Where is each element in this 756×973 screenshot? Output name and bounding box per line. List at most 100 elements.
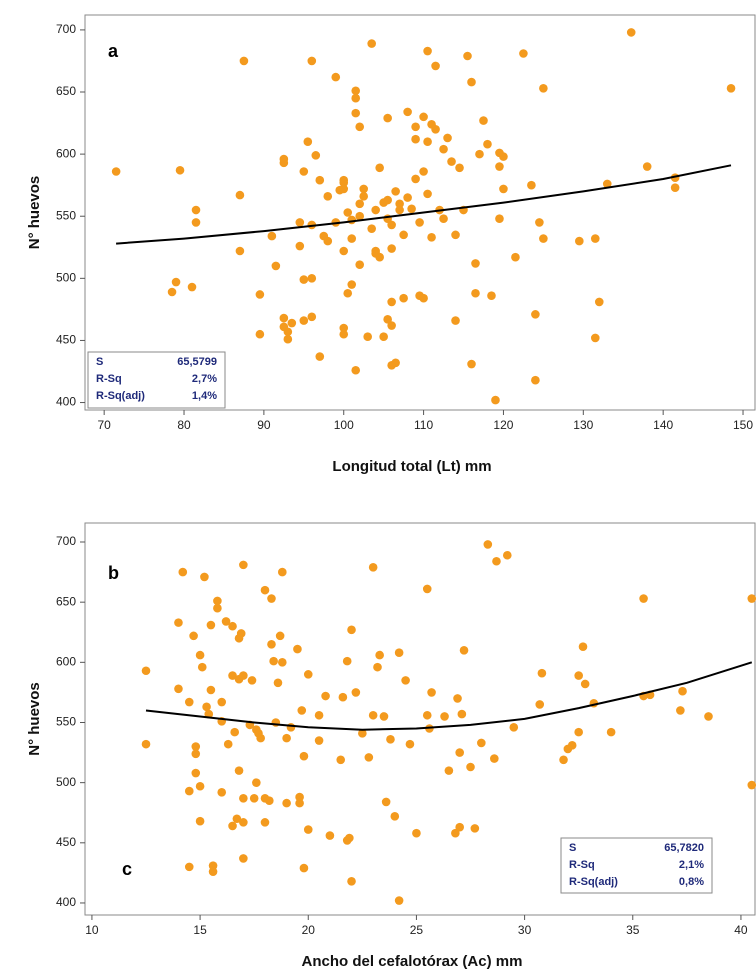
point — [451, 316, 460, 325]
y-axis-title: N° huevos — [26, 682, 43, 756]
point — [574, 671, 583, 680]
stats-value: 65,5799 — [177, 356, 217, 368]
point — [407, 204, 416, 214]
point — [236, 629, 246, 638]
x-tick-label: 80 — [177, 418, 191, 432]
point — [184, 786, 194, 796]
x-tick-label: 35 — [626, 923, 640, 937]
point — [269, 656, 278, 666]
y-tick-label: 500 — [56, 775, 76, 789]
point — [451, 230, 460, 240]
point — [531, 310, 540, 319]
point — [184, 697, 194, 707]
point — [399, 293, 408, 303]
point — [351, 688, 361, 697]
point — [171, 277, 181, 287]
point — [394, 648, 404, 658]
point — [383, 195, 392, 205]
point — [295, 792, 304, 802]
point — [364, 753, 374, 762]
point — [321, 691, 330, 701]
point — [439, 214, 448, 224]
point — [315, 175, 325, 185]
point — [339, 178, 349, 187]
stats-label: S — [96, 356, 103, 368]
point — [578, 642, 588, 651]
point — [405, 739, 415, 749]
point — [174, 618, 183, 627]
fit-line — [116, 164, 732, 245]
point — [249, 793, 259, 803]
point — [355, 199, 365, 209]
point — [475, 149, 484, 159]
point — [477, 738, 486, 748]
point — [217, 787, 227, 797]
stats-label: R-Sq — [569, 859, 595, 871]
point — [368, 710, 378, 720]
point — [260, 818, 270, 827]
point — [747, 594, 756, 603]
point — [395, 199, 404, 209]
point — [347, 877, 356, 886]
point — [411, 174, 420, 184]
point — [747, 780, 756, 790]
point — [391, 358, 400, 368]
point — [394, 896, 404, 905]
point — [606, 727, 616, 737]
stats-label: R-Sq — [96, 373, 122, 385]
point — [239, 671, 248, 680]
point — [299, 863, 309, 873]
point — [670, 183, 680, 192]
point — [167, 287, 177, 297]
panel-label: a — [108, 41, 119, 61]
point — [255, 290, 265, 299]
point — [359, 192, 369, 201]
point — [299, 275, 309, 284]
point — [336, 755, 346, 765]
point — [255, 329, 265, 339]
point — [375, 163, 384, 173]
panel-label: b — [108, 563, 119, 583]
point — [387, 244, 396, 253]
point — [297, 706, 307, 715]
point — [299, 316, 309, 325]
x-tick-label: 40 — [734, 923, 748, 937]
x-tick-label: 30 — [518, 923, 532, 937]
point — [381, 797, 391, 807]
point — [282, 798, 291, 808]
point — [375, 252, 384, 262]
point — [467, 359, 476, 369]
point — [351, 93, 361, 103]
point — [575, 236, 584, 246]
point — [537, 668, 547, 678]
point — [282, 733, 291, 743]
x-tick-label: 140 — [653, 418, 673, 432]
point — [490, 754, 499, 763]
point — [574, 727, 583, 737]
point — [359, 184, 369, 194]
point — [347, 215, 357, 225]
point — [286, 723, 296, 732]
point — [419, 293, 428, 303]
point — [141, 666, 151, 676]
point — [379, 332, 388, 342]
point — [295, 241, 305, 251]
point — [457, 709, 467, 719]
y-tick-label: 600 — [56, 146, 76, 160]
point — [626, 28, 636, 37]
point — [307, 312, 317, 322]
point — [535, 218, 544, 227]
point — [383, 113, 392, 123]
point — [187, 282, 197, 292]
point — [471, 259, 480, 268]
point — [311, 151, 321, 160]
point — [443, 133, 452, 143]
point — [368, 562, 378, 572]
point — [466, 762, 475, 772]
point — [278, 658, 287, 667]
point — [239, 56, 249, 66]
point — [232, 814, 242, 824]
point — [278, 567, 287, 577]
point — [390, 812, 400, 821]
point — [252, 778, 261, 787]
